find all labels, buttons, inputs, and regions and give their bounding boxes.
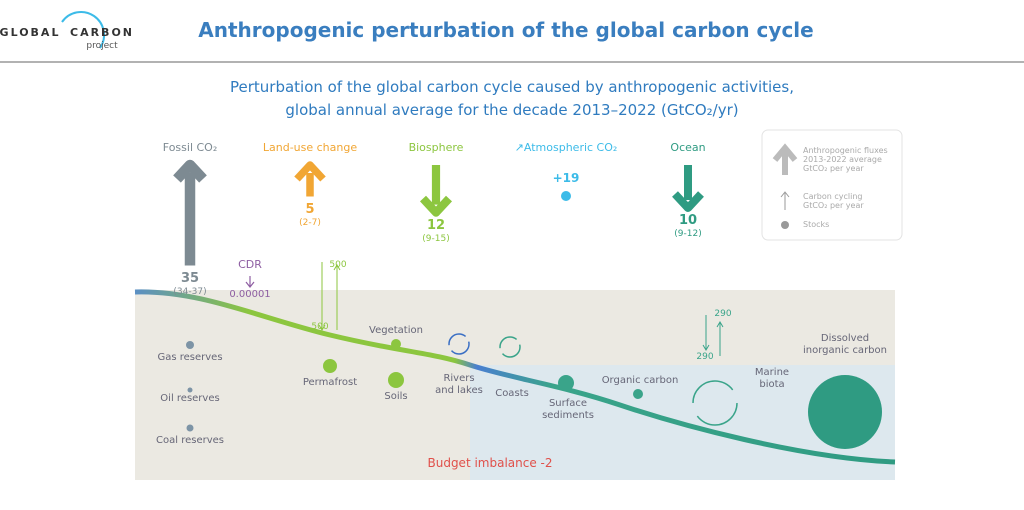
logo-left: GLOBAL bbox=[0, 26, 61, 39]
title: Anthropogenic perturbation of the global… bbox=[198, 18, 814, 42]
cycling-value: 290 bbox=[714, 309, 732, 319]
flux-label: Land-use change bbox=[262, 141, 358, 154]
legend-stock-dot bbox=[781, 221, 789, 229]
flux-label: Biosphere bbox=[408, 141, 464, 154]
stock-dot bbox=[388, 372, 404, 388]
flux-label: Fossil CO₂ bbox=[162, 141, 218, 154]
stock-label: Coal reserves bbox=[156, 435, 224, 446]
cycling-arrow bbox=[702, 315, 710, 351]
flux-value: 12 bbox=[426, 217, 446, 233]
legend-stocks: Stocks bbox=[803, 220, 830, 229]
cycle-icon bbox=[692, 380, 738, 426]
land bbox=[135, 290, 470, 480]
legend-flux-arrow bbox=[772, 143, 798, 175]
stock-label: Marine biota bbox=[754, 367, 790, 390]
stock-dot bbox=[808, 375, 882, 449]
cdr-value: 0.00001 bbox=[229, 289, 271, 300]
flux-dot bbox=[561, 191, 571, 201]
flux-range: (9-15) bbox=[422, 233, 450, 244]
cycle-icon bbox=[448, 333, 470, 355]
stock-dot bbox=[558, 375, 574, 391]
cdr-arrow bbox=[245, 276, 255, 288]
cycling-arrow bbox=[318, 262, 326, 331]
stock-dot bbox=[186, 424, 194, 432]
flux-range: (34-37) bbox=[173, 286, 207, 297]
logo-right: CARBON bbox=[70, 26, 134, 39]
flux-value: 35 bbox=[180, 270, 200, 286]
stock-label: Rivers and lakes bbox=[435, 373, 483, 396]
stock-label: Gas reserves bbox=[157, 352, 223, 363]
stock-label: Vegetation bbox=[369, 325, 423, 336]
stock-dot bbox=[391, 339, 401, 349]
stock-dot bbox=[187, 387, 193, 393]
cycling-value: 290 bbox=[696, 352, 714, 362]
flux-arrow bbox=[173, 159, 207, 266]
subtitle: global annual average for the decade 201… bbox=[285, 101, 739, 119]
stock-label: Soils bbox=[384, 391, 408, 402]
stock-label: Oil reserves bbox=[160, 393, 220, 404]
imbalance: Budget imbalance -2 bbox=[427, 456, 553, 470]
stock-label: Dissolved inorganic carbon bbox=[803, 333, 887, 356]
stock-dot bbox=[633, 389, 643, 399]
logo-arc bbox=[61, 10, 105, 49]
flux-range: (2-7) bbox=[299, 217, 321, 228]
flux-range: (9-12) bbox=[674, 229, 702, 239]
surface-line bbox=[134, 289, 896, 465]
cdr-label: CDR bbox=[238, 258, 262, 271]
stock-label: Surface sediments bbox=[542, 398, 594, 421]
cycling-value: 500 bbox=[329, 260, 347, 270]
stock-label: Coasts bbox=[495, 388, 529, 399]
flux-value: 5 bbox=[305, 201, 315, 217]
cycling-arrow bbox=[333, 264, 341, 330]
cycling-value: 500 bbox=[311, 322, 329, 332]
legend-cycling-arrow bbox=[780, 191, 790, 210]
stock-dot bbox=[186, 341, 194, 349]
flux-arrow bbox=[419, 165, 453, 217]
cycle-icon bbox=[499, 336, 521, 358]
legend-cycling: Carbon cycling GtCO₂ per year bbox=[803, 192, 864, 211]
logo-sub: project bbox=[86, 41, 118, 51]
flux-label: Ocean bbox=[670, 141, 706, 154]
stock-dot bbox=[323, 359, 337, 373]
cycling-arrow bbox=[716, 321, 724, 356]
flux-arrow bbox=[672, 165, 704, 212]
legend-box bbox=[761, 129, 903, 241]
flux-arrow bbox=[294, 161, 326, 197]
legend-fluxes: Anthropogenic fluxes 2013-2022 average G… bbox=[803, 146, 888, 174]
stock-label: Permafrost bbox=[302, 377, 358, 388]
flux-value: 10 bbox=[678, 213, 698, 228]
flux-label: ↗Atmospheric CO₂ bbox=[514, 141, 618, 154]
flux-value: +19 bbox=[552, 171, 580, 185]
subtitle: Perturbation of the global carbon cycle … bbox=[230, 78, 794, 96]
stock-label: Organic carbon bbox=[601, 375, 679, 386]
